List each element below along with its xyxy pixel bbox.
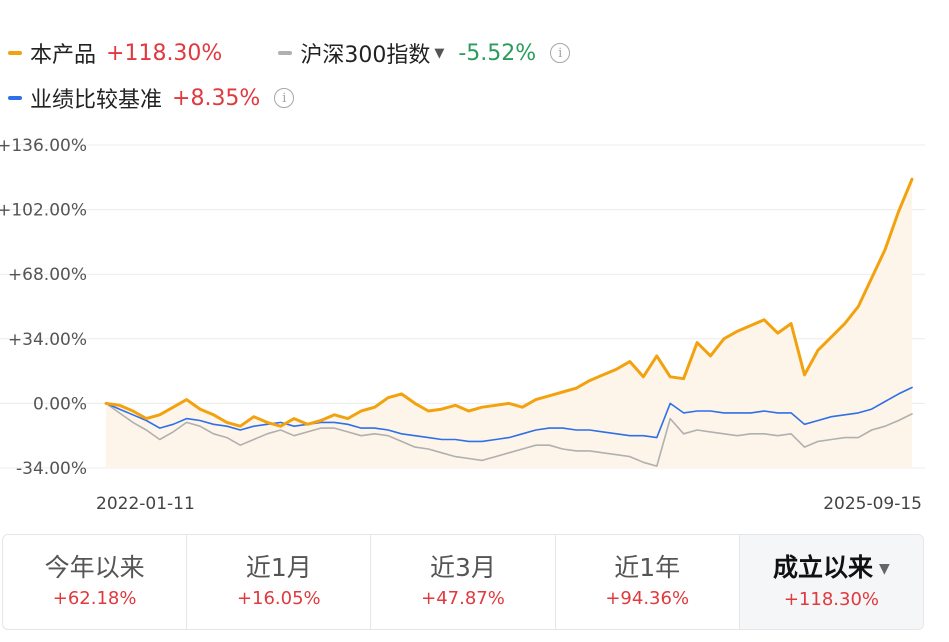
tab-label: 近1年 (614, 553, 681, 582)
tab-return: +16.05% (236, 588, 321, 609)
tab-label: 成立以来 ▼ (773, 551, 890, 586)
tab-label-text: 成立以来 (773, 552, 874, 582)
index-dropdown-caret-icon[interactable]: ▼ (434, 45, 445, 61)
tab-1y[interactable]: 近1年 +94.36% (556, 535, 740, 629)
legend-row-1: 本产品 +118.30% 沪深300指数 ▼ -5.52% i (8, 36, 571, 70)
tab-1m[interactable]: 近1月 +16.05% (187, 535, 372, 629)
index-swatch (278, 51, 293, 55)
x-axis-labels: 2022-01-11 2025-09-15 (96, 494, 922, 514)
tab-since-inception[interactable]: 成立以来 ▼ +118.30% (739, 535, 923, 629)
y-tick-label: +102.00% (0, 201, 87, 221)
tab-return: +118.30% (783, 588, 879, 610)
product-legend-name: 本产品 (30, 43, 97, 68)
tab-label: 今年以来 (44, 553, 145, 582)
y-tick-label: 0.00% (33, 394, 87, 414)
line-layer (104, 177, 914, 467)
benchmark-legend-value: +8.35% (172, 85, 261, 111)
product-line (104, 177, 914, 428)
tab-label: 近3月 (430, 553, 496, 582)
performance-chart: +136.00% +102.00% +68.00% +34.00% 0.00% -34.0… (0, 136, 925, 514)
y-tick-label: +136.00% (0, 136, 87, 156)
index-legend-name[interactable]: 沪深300指数 (300, 43, 431, 68)
y-tick-label: +34.00% (8, 330, 87, 350)
tab-return: +62.18% (52, 588, 137, 609)
benchmark-line (105, 386, 913, 443)
benchmark-swatch (8, 96, 22, 100)
product-area (106, 179, 912, 468)
y-axis-labels: +136.00% +102.00% +68.00% +34.00% 0.00% -34.0… (0, 136, 87, 479)
product-swatch (8, 51, 22, 55)
index-legend-value: -5.52% (458, 40, 537, 66)
y-tick-label: +68.00% (8, 265, 87, 285)
area-layer (106, 179, 912, 468)
y-tick-label: -34.00% (16, 459, 87, 479)
product-legend-value: +118.30% (106, 40, 223, 66)
period-tabs: 今年以来 +62.18% 近1月 +16.05% 近3月 +47.87% 近1年… (2, 534, 924, 630)
tab-return: +47.87% (421, 588, 505, 609)
info-circle-icon[interactable]: i (550, 43, 571, 63)
x-tick-label: 2022-01-11 (96, 494, 195, 514)
legend-row-2: 业绩比较基准 +8.35% i (8, 81, 295, 115)
tab-ytd[interactable]: 今年以来 +62.18% (3, 535, 188, 629)
x-tick-label: 2025-09-15 (823, 494, 922, 514)
tab-return: +94.36% (605, 588, 690, 609)
index-line (105, 402, 913, 467)
tab-3m[interactable]: 近3月 +47.87% (371, 535, 556, 629)
tab-label: 近1月 (245, 553, 312, 582)
chevron-down-icon: ▼ (879, 560, 890, 577)
benchmark-legend-name: 业绩比较基准 (30, 88, 163, 113)
info-circle-icon[interactable]: i (274, 88, 295, 108)
